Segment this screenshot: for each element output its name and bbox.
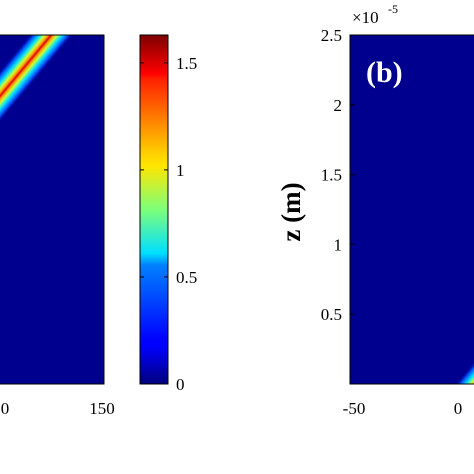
left-heatmap-frame	[0, 34, 105, 385]
right-heatmap-background	[350, 35, 474, 384]
right-xtick-neg50: -50	[343, 399, 366, 418]
left-heatmap: 0 150	[0, 34, 115, 418]
right-heatmap: (b) 0.5 1 1.5 2 2.5 z (m) ×10 -5 -50 0	[276, 2, 474, 418]
y-exponent-power: -5	[388, 2, 398, 16]
panel-label: (b)	[366, 56, 403, 89]
colorbar: 0 0.5 1 1.5	[139, 34, 197, 394]
colorbar-gradient	[139, 34, 169, 385]
right-ytick-label: 2.5	[321, 26, 342, 45]
colorbar-tick-label: 1.5	[176, 54, 197, 73]
right-yticks: 0.5 1 1.5 2 2.5	[321, 26, 355, 324]
colorbar-ticks: 0 0.5 1 1.5	[140, 54, 197, 394]
right-ytick-label: 0.5	[321, 305, 342, 324]
left-heatmap-ridge	[0, 35, 104, 283]
right-ytick-label: 1.5	[321, 166, 342, 185]
y-exponent-base: ×10	[352, 8, 379, 27]
colorbar-tick-label: 0.5	[176, 268, 197, 287]
colorbar-tick-label: 0	[176, 375, 185, 394]
colorbar-tick-label: 1	[176, 161, 185, 180]
right-ylabel: z (m)	[276, 182, 306, 241]
left-xtick-0: 0	[1, 399, 10, 418]
right-heatmap-frame	[349, 34, 474, 385]
right-xtick-0: 0	[454, 399, 463, 418]
right-ytick-label: 1	[334, 235, 343, 254]
right-ytick-label: 2	[334, 96, 343, 115]
left-xtick-150: 150	[89, 399, 115, 418]
